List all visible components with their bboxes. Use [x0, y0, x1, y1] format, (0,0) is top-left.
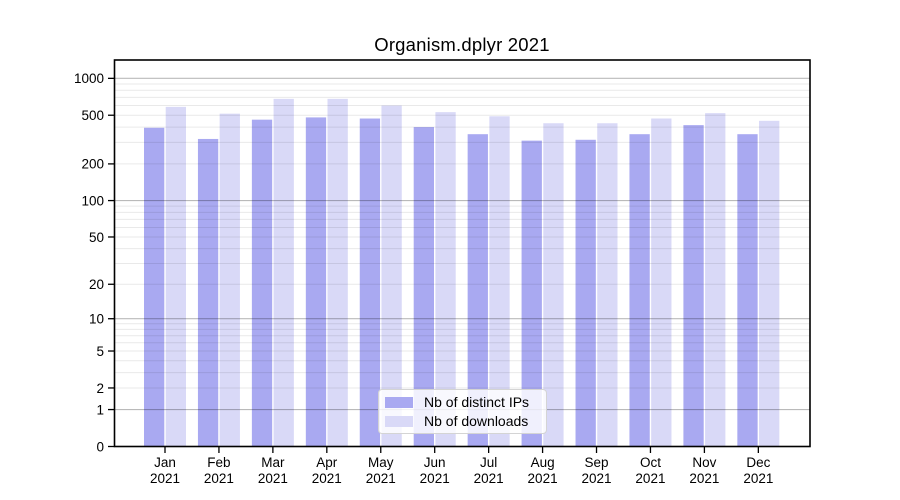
legend-label-downloads: Nb of downloads: [424, 413, 529, 429]
x-tick-label-year: 2021: [204, 471, 234, 486]
y-tick-label: 2: [96, 381, 104, 396]
y-tick-label: 1: [96, 402, 104, 417]
x-tick-label-year: 2021: [312, 471, 342, 486]
bar-distinct-ips-jan: [144, 127, 165, 447]
legend-swatch-downloads: [385, 415, 413, 427]
bar-distinct-ips-mar: [251, 119, 273, 447]
x-tick-label-month: Nov: [692, 455, 716, 470]
y-tick-label: 5: [96, 344, 104, 359]
bar-distinct-ips-nov: [683, 125, 704, 447]
legend-item-downloads: Nb of downloads: [385, 413, 546, 429]
x-tick-label-year: 2021: [528, 471, 558, 486]
bar-downloads-apr: [327, 98, 348, 447]
x-tick-label-year: 2021: [689, 471, 719, 486]
x-tick-label-month: Jan: [154, 455, 176, 470]
legend-label-distinct-ips: Nb of distinct IPs: [424, 394, 530, 410]
bar-distinct-ips-apr: [305, 117, 327, 447]
bar-distinct-ips-dec: [737, 134, 758, 447]
bar-downloads-jul: [489, 116, 510, 447]
y-tick-label: 10: [89, 312, 104, 327]
bar-distinct-ips-oct: [629, 134, 650, 447]
x-tick-label-year: 2021: [258, 471, 288, 486]
x-tick-label-month: Dec: [746, 455, 770, 470]
x-tick-label-month: Jun: [424, 455, 446, 470]
x-tick-label-month: Mar: [261, 455, 285, 470]
bar-downloads-jun: [435, 112, 456, 447]
bar-downloads-mar: [273, 98, 294, 447]
legend-item-distinct-ips: Nb of distinct IPs: [385, 394, 546, 410]
y-tick-label: 500: [81, 108, 104, 123]
bar-downloads-aug: [543, 123, 564, 447]
bar-distinct-ips-may: [359, 118, 381, 447]
legend-swatch-distinct-ips: [385, 396, 413, 408]
x-tick-label-year: 2021: [420, 471, 450, 486]
y-tick-label: 200: [81, 157, 104, 172]
bar-downloads-oct: [651, 118, 672, 447]
bar-distinct-ips-jun: [413, 127, 434, 447]
chart-title: Organism.dplyr 2021: [374, 34, 550, 55]
bar-downloads-nov: [705, 113, 726, 447]
x-tick-label-month: Feb: [207, 455, 230, 470]
x-tick-label-year: 2021: [581, 471, 611, 486]
x-tick-label-year: 2021: [743, 471, 773, 486]
y-tick-label: 50: [89, 230, 104, 245]
x-tick-label-year: 2021: [150, 471, 180, 486]
plot-frame: [113, 59, 811, 448]
x-tick-label-month: May: [368, 455, 394, 470]
legend-box: Nb of distinct IPs Nb of downloads: [378, 389, 547, 434]
bar-downloads-feb: [219, 113, 240, 447]
bar-downloads-jan: [165, 106, 186, 447]
y-tick-label: 1000: [74, 71, 104, 86]
x-tick-label-month: Aug: [531, 455, 555, 470]
bar-downloads-dec: [759, 120, 780, 447]
y-tick-label: 100: [81, 193, 104, 208]
x-tick-label-month: Jul: [480, 455, 497, 470]
y-tick-label: 20: [89, 277, 104, 292]
bar-distinct-ips-feb: [197, 138, 219, 447]
x-tick-label-year: 2021: [474, 471, 504, 486]
y-tick-label: 0: [96, 439, 104, 454]
bar-downloads-sep: [597, 123, 618, 447]
bar-distinct-ips-sep: [575, 139, 596, 447]
x-tick-label-month: Apr: [316, 455, 338, 470]
x-tick-label-month: Oct: [640, 455, 661, 470]
bar-distinct-ips-jul: [467, 134, 488, 447]
x-tick-label-year: 2021: [366, 471, 396, 486]
bar-downloads-may: [381, 105, 402, 447]
x-tick-label-year: 2021: [635, 471, 665, 486]
bar-distinct-ips-aug: [521, 140, 542, 447]
x-tick-label-month: Sep: [585, 455, 609, 470]
